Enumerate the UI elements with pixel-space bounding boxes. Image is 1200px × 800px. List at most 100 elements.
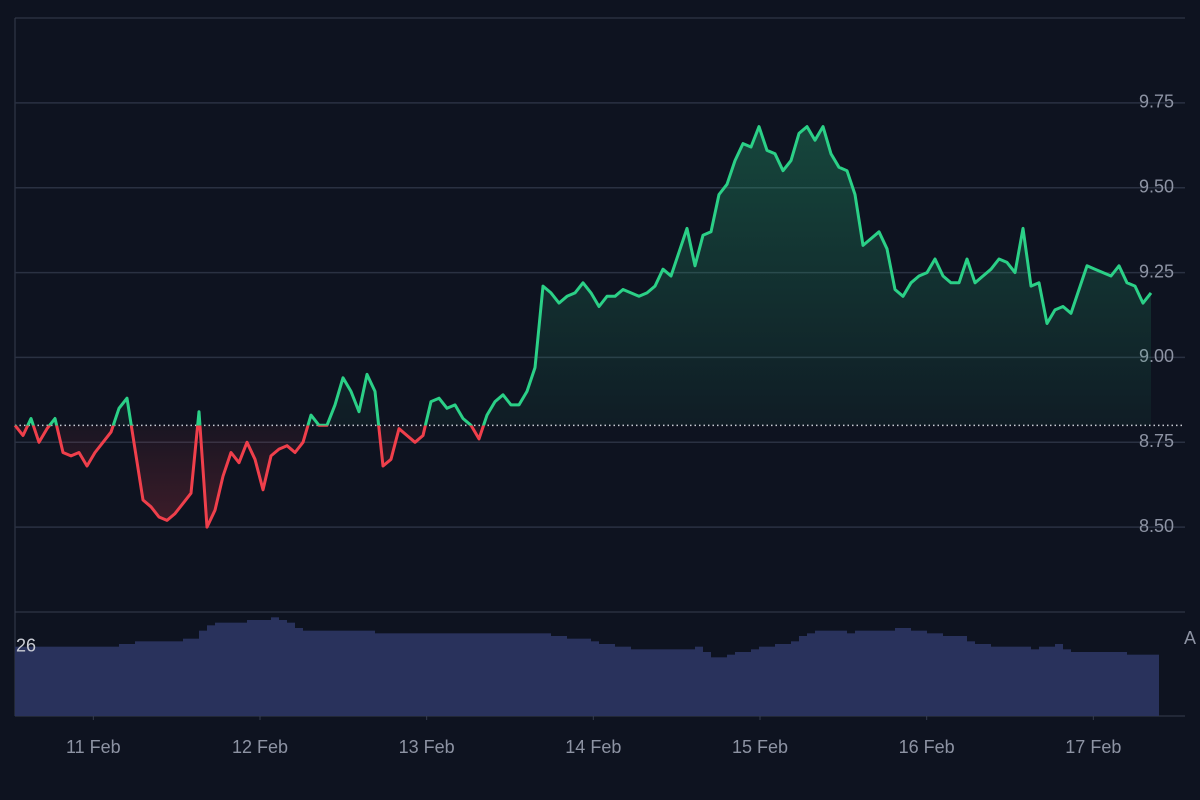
volume-bar [87, 646, 95, 716]
volume-bar [663, 649, 671, 716]
volume-bar [1023, 646, 1031, 716]
volume-bar [1071, 652, 1079, 716]
volume-bar [879, 630, 887, 716]
volume-bar [247, 620, 255, 716]
volume-bar [751, 649, 759, 716]
volume-bar [127, 644, 135, 716]
volume-bar [975, 644, 983, 716]
volume-bar [895, 628, 903, 716]
volume-bar [15, 646, 23, 716]
x-tick-label: 11 Feb [66, 737, 121, 757]
volume-bar [991, 646, 999, 716]
volume-tick-label: 26 [16, 635, 36, 655]
volume-bar [1135, 654, 1143, 716]
volume-bar [183, 638, 191, 716]
volume-bar [423, 633, 431, 716]
volume-bar [1143, 654, 1151, 716]
volume-bar [375, 633, 383, 716]
volume-bar [679, 649, 687, 716]
y-tick-label: 9.25 [1139, 261, 1174, 281]
volume-bar [103, 646, 111, 716]
volume-bar [671, 649, 679, 716]
volume-bar [775, 644, 783, 716]
volume-bar [983, 644, 991, 716]
volume-bar [519, 633, 527, 716]
volume-bar [287, 622, 295, 716]
volume-bar [847, 633, 855, 716]
volume-bar [399, 633, 407, 716]
volume-bar [1039, 646, 1047, 716]
volume-bar [463, 633, 471, 716]
x-tick-label: 14 Feb [565, 737, 621, 757]
volume-bar [959, 636, 967, 716]
volume-bar [495, 633, 503, 716]
volume-bar [1031, 649, 1039, 716]
volume-bar [95, 646, 103, 716]
volume-bar [511, 633, 519, 716]
volume-bar [783, 644, 791, 716]
volume-bar [887, 630, 895, 716]
volume-bar [279, 620, 287, 716]
y-tick-label: 8.50 [1139, 516, 1174, 536]
volume-bar [239, 622, 247, 716]
volume-bar [223, 622, 231, 716]
volume-bar [1063, 649, 1071, 716]
volume-bar [863, 630, 871, 716]
volume-bar [55, 646, 63, 716]
volume-bar [295, 628, 303, 716]
volume-bar [655, 649, 663, 716]
volume-bar [911, 630, 919, 716]
x-tick-label: 13 Feb [399, 737, 455, 757]
volume-bar [191, 638, 199, 716]
volume-bar [943, 636, 951, 716]
x-tick-label: 12 Feb [232, 737, 288, 757]
volume-bar [967, 641, 975, 716]
volume-bar [823, 630, 831, 716]
volume-bar [71, 646, 79, 716]
volume-bar [695, 646, 703, 716]
volume-bar [527, 633, 535, 716]
volume-bar [207, 625, 215, 716]
volume-bar [471, 633, 479, 716]
volume-bar [1007, 646, 1015, 716]
volume-bar [591, 641, 599, 716]
volume-bar [807, 633, 815, 716]
volume-bar [31, 646, 39, 716]
volume-bar [1087, 652, 1095, 716]
x-tick-label: 15 Feb [732, 737, 788, 757]
volume-bar [79, 646, 87, 716]
volume-bar [263, 620, 271, 716]
volume-bar [1015, 646, 1023, 716]
volume-bar [135, 641, 143, 716]
volume-bar [831, 630, 839, 716]
volume-bar [343, 630, 351, 716]
volume-bar [551, 636, 559, 716]
volume-bar [487, 633, 495, 716]
volume-bar [799, 636, 807, 716]
volume-bar [439, 633, 447, 716]
volume-bar [575, 638, 583, 716]
volume-bar [927, 633, 935, 716]
volume-bar [1047, 646, 1055, 716]
y-tick-label: 8.75 [1139, 431, 1174, 451]
annotation: A [1184, 628, 1196, 648]
volume-bar [615, 646, 623, 716]
volume-bar [1111, 652, 1119, 716]
volume-bar [503, 633, 511, 716]
y-tick-label: 9.75 [1139, 92, 1174, 112]
volume-bar [47, 646, 55, 716]
volume-bar [359, 630, 367, 716]
volume-bar [871, 630, 879, 716]
volume-bar [351, 630, 359, 716]
volume-bar [1151, 654, 1159, 716]
volume-bar [231, 622, 239, 716]
x-tick-label: 16 Feb [899, 737, 955, 757]
volume-bar [391, 633, 399, 716]
volume-bar [903, 628, 911, 716]
volume-bar [311, 630, 319, 716]
volume-bar [767, 646, 775, 716]
volume-bar [303, 630, 311, 716]
volume-bar [39, 646, 47, 716]
volume-bar [791, 641, 799, 716]
